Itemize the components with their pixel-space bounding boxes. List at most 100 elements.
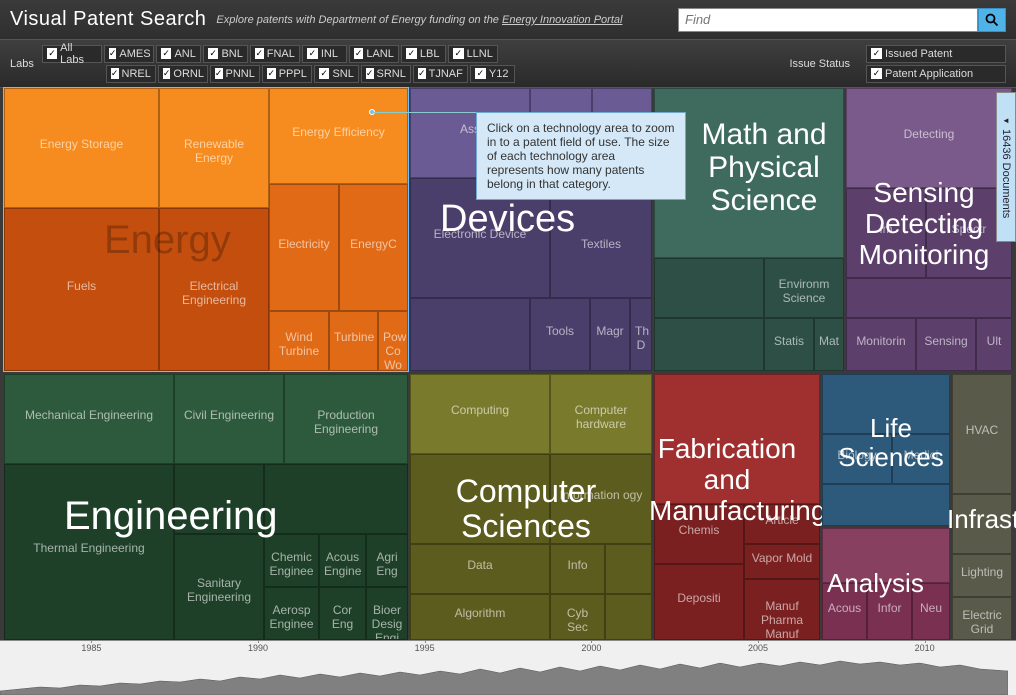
category-sensing[interactable]: DetectingImSpectrMonitorinSensingUltSens…: [846, 88, 1012, 371]
checkbox-pppl[interactable]: ✓PPPL: [262, 65, 312, 83]
cell[interactable]: Information ogy: [550, 454, 652, 544]
portal-link[interactable]: Energy Innovation Portal: [502, 14, 622, 26]
cell[interactable]: Electricity: [269, 184, 339, 311]
search-input[interactable]: [678, 8, 978, 32]
cell[interactable]: Article: [744, 504, 820, 544]
cell[interactable]: [605, 544, 652, 594]
cell[interactable]: Agri Eng: [366, 534, 408, 587]
cell[interactable]: Renewable Energy: [159, 88, 269, 208]
cell[interactable]: [410, 298, 530, 371]
cell[interactable]: Wind Turbine: [269, 311, 329, 371]
treemap[interactable]: Energy StorageRenewable EnergyEnergy Eff…: [4, 88, 1012, 640]
checkbox-issued-patent[interactable]: ✓Issued Patent: [866, 45, 1006, 63]
cell[interactable]: [264, 464, 408, 534]
cell[interactable]: Manuf Pharma Manuf: [744, 579, 820, 640]
cell[interactable]: Infor: [867, 583, 912, 640]
cell[interactable]: Textiles: [550, 198, 652, 298]
cell[interactable]: Cor Eng: [319, 587, 366, 640]
category-infra[interactable]: HVACLightingElectric GridInfrastructure: [952, 374, 1012, 640]
cell[interactable]: Bioer Desig Engi: [366, 587, 408, 640]
cell[interactable]: Acous Engine: [319, 534, 366, 587]
cell[interactable]: Detecting: [846, 88, 1012, 188]
cell[interactable]: Lighting: [952, 554, 1012, 597]
checkbox-y12[interactable]: ✓Y12: [470, 65, 515, 83]
checkbox-anl[interactable]: ✓ANL: [156, 45, 201, 63]
cell[interactable]: Energy Efficiency: [269, 88, 408, 184]
cell[interactable]: HVAC: [952, 374, 1012, 494]
checkbox-llnl[interactable]: ✓LLNL: [448, 45, 498, 63]
cell[interactable]: Statis: [764, 318, 814, 371]
cell[interactable]: Production Engineering: [284, 374, 408, 464]
checkbox-snl[interactable]: ✓SNL: [314, 65, 359, 83]
cell[interactable]: Pow Co Wo: [378, 311, 408, 371]
cell[interactable]: Thermal Engineering: [4, 464, 174, 640]
cell[interactable]: Mat: [814, 318, 844, 371]
cell[interactable]: Neu: [912, 583, 950, 640]
cell[interactable]: Ult: [976, 318, 1012, 371]
cell[interactable]: Energy Storage: [4, 88, 159, 208]
checkbox-patent-application[interactable]: ✓Patent Application: [866, 65, 1006, 83]
cell[interactable]: [654, 318, 764, 371]
cell[interactable]: Sanitary Engineering: [174, 534, 264, 640]
checkbox-bnl[interactable]: ✓BNL: [203, 45, 248, 63]
cell[interactable]: Electrical Engineering: [159, 208, 269, 371]
checkbox-fnal[interactable]: ✓FNAL: [250, 45, 300, 63]
category-fabrication[interactable]: ChemisArticleVapor MoldDepositiManuf Pha…: [654, 374, 820, 640]
cell[interactable]: Environm Science: [764, 258, 844, 318]
doc-count-tab[interactable]: 16436 Documents: [996, 92, 1016, 242]
checkbox-nrel[interactable]: ✓NREL: [106, 65, 156, 83]
cell[interactable]: Turbine: [329, 311, 378, 371]
cell[interactable]: Electric Grid: [952, 597, 1012, 640]
cell[interactable]: Sensing: [916, 318, 976, 371]
cell[interactable]: [654, 374, 820, 504]
cell[interactable]: Data: [410, 544, 550, 594]
cell[interactable]: Info: [550, 544, 605, 594]
cell[interactable]: Vapor Mold: [744, 544, 820, 579]
checkbox-ames[interactable]: ✓AMES: [104, 45, 154, 63]
cell[interactable]: [822, 484, 950, 526]
cell[interactable]: Biology: [822, 434, 892, 484]
cell[interactable]: Th D: [630, 298, 652, 371]
cell[interactable]: [952, 494, 1012, 554]
checkbox-lanl[interactable]: ✓LANL: [349, 45, 399, 63]
cell[interactable]: [410, 454, 550, 544]
cell[interactable]: [605, 594, 652, 640]
cell[interactable]: Computer hardware: [550, 374, 652, 454]
checkbox-srnl[interactable]: ✓SRNL: [361, 65, 411, 83]
cell[interactable]: [822, 374, 950, 434]
cell[interactable]: Im: [846, 188, 926, 278]
checkbox-inl[interactable]: ✓INL: [302, 45, 347, 63]
cell[interactable]: Tools: [530, 298, 590, 371]
cell[interactable]: Acous: [822, 583, 867, 640]
cell[interactable]: Depositi: [654, 564, 744, 640]
cell[interactable]: Computing: [410, 374, 550, 454]
category-engineering[interactable]: Mechanical EngineeringCivil EngineeringP…: [4, 374, 408, 640]
timeline[interactable]: 198519901995200020052010: [0, 640, 1016, 695]
checkbox-pnnl[interactable]: ✓PNNL: [210, 65, 260, 83]
cell[interactable]: Cyb Sec: [550, 594, 605, 640]
cell[interactable]: Magr: [590, 298, 630, 371]
cell[interactable]: Aerosp Enginee: [264, 587, 319, 640]
cell[interactable]: [846, 278, 1012, 318]
cell[interactable]: [654, 258, 764, 318]
cell[interactable]: EnergyC: [339, 184, 408, 311]
category-energy[interactable]: Energy StorageRenewable EnergyEnergy Eff…: [4, 88, 408, 371]
category-compsci[interactable]: ComputingComputer hardwareInformation og…: [410, 374, 652, 640]
cell[interactable]: Algorithm: [410, 594, 550, 640]
cell[interactable]: Mechanical Engineering: [4, 374, 174, 464]
cell[interactable]: Medici: [892, 434, 950, 484]
checkbox-ornl[interactable]: ✓ORNL: [158, 65, 208, 83]
cell[interactable]: Fuels: [4, 208, 159, 371]
search-button[interactable]: [978, 8, 1006, 32]
cell[interactable]: [822, 528, 950, 583]
cell[interactable]: Civil Engineering: [174, 374, 284, 464]
category-life[interactable]: BiologyMediciLife Sciences: [822, 374, 950, 526]
cell[interactable]: Chemis: [654, 504, 744, 564]
cell[interactable]: Monitorin: [846, 318, 916, 371]
cell[interactable]: [174, 464, 264, 534]
cell[interactable]: Chemic Enginee: [264, 534, 319, 587]
checkbox-all-labs[interactable]: ✓All Labs: [42, 45, 102, 63]
checkbox-tjnaf[interactable]: ✓TJNAF: [413, 65, 468, 83]
category-analysis[interactable]: AcousInforNeuAnalysis: [822, 528, 950, 640]
checkbox-lbl[interactable]: ✓LBL: [401, 45, 446, 63]
